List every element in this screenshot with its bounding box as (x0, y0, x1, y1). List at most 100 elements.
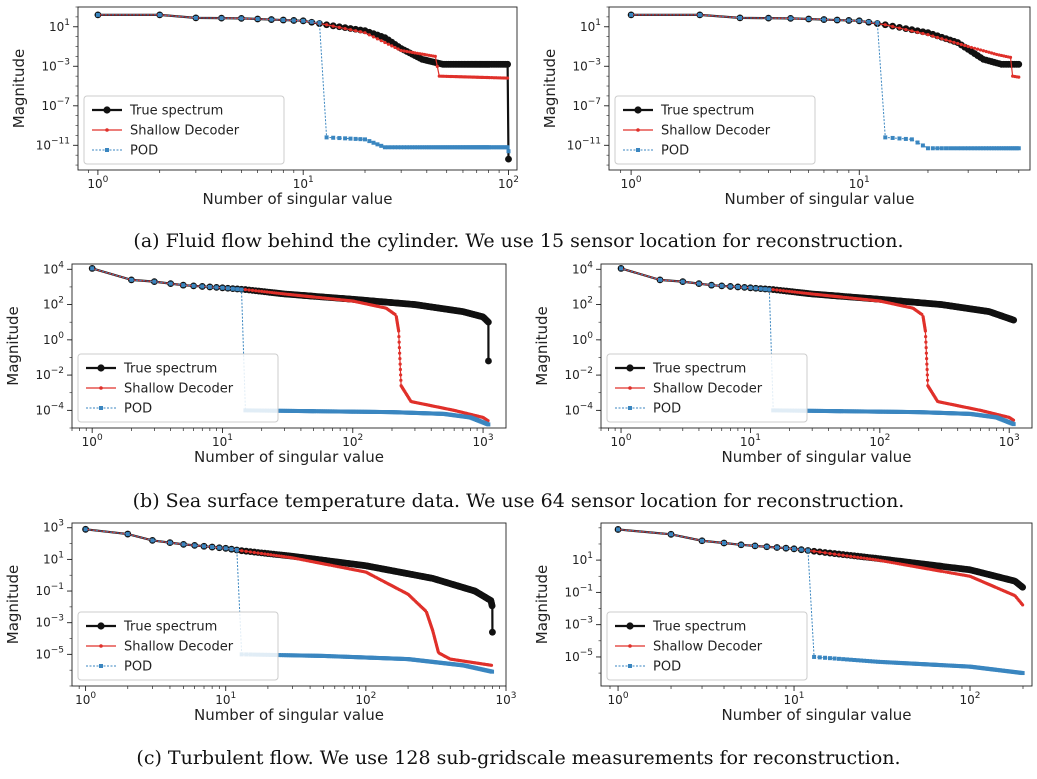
point-pod (410, 145, 415, 150)
point-shallow (398, 367, 402, 372)
point-shallow (920, 312, 924, 316)
y-axis-label: Magnitude (533, 565, 551, 644)
x-tick-label: 103 (999, 433, 1020, 449)
point-pod (301, 18, 306, 23)
point-pod (402, 145, 407, 150)
point-pod (239, 287, 244, 292)
point-pod (150, 538, 155, 543)
point-pod (939, 146, 944, 151)
point-shallow (397, 346, 402, 350)
point-pod (805, 548, 810, 553)
point-pod (314, 409, 319, 414)
y-tick-label: 102 (43, 296, 64, 312)
point-shallow (924, 346, 928, 350)
point-shallow (989, 51, 994, 55)
legend-label-pod: POD (124, 402, 152, 417)
point-pod (393, 145, 398, 150)
point-pod (959, 146, 964, 151)
legend-marker-shallow (636, 128, 640, 132)
point-pod (848, 657, 853, 662)
legend-marker-true (626, 364, 634, 372)
point-pod (697, 12, 702, 17)
point-pod (286, 653, 291, 658)
point-shallow (386, 42, 390, 46)
point-pod (168, 281, 173, 286)
point-pod (989, 146, 994, 151)
point-true (489, 628, 496, 636)
point-shallow (787, 289, 791, 293)
x-tick-label: 100 (87, 175, 108, 191)
point-shallow (247, 288, 251, 292)
point-shallow (987, 50, 991, 54)
point-shallow (379, 39, 383, 43)
point-pod (269, 17, 274, 22)
legend-label-pod: POD (653, 660, 681, 675)
y-axis-label: Magnitude (4, 306, 22, 385)
point-pod (935, 146, 940, 151)
point-pod (946, 663, 951, 668)
plot-area (627, 11, 1023, 151)
point-shallow (399, 48, 403, 53)
plot-frame (71, 522, 507, 687)
point-pod (424, 145, 429, 150)
legend-label-pod: POD (130, 144, 158, 159)
point-pod (487, 145, 492, 150)
point-shallow (367, 33, 371, 37)
y-tick-label: 101 (49, 18, 70, 34)
point-pod (783, 546, 788, 551)
point-pod (892, 660, 897, 665)
x-tick-label: 101 (215, 691, 236, 707)
point-pod (1020, 671, 1025, 676)
point-shallow (256, 551, 260, 555)
legend: True spectrum Shallow Decoder POD (614, 95, 816, 165)
point-shallow (969, 45, 973, 50)
point-pod (748, 285, 753, 290)
x-tick-label: 101 (740, 433, 761, 449)
point-shallow (248, 550, 252, 554)
point-pod (382, 145, 387, 150)
point-shallow (784, 289, 789, 293)
point-pod (758, 286, 763, 291)
y-tick-label: 10−11 (567, 136, 601, 152)
point-pod (978, 146, 983, 151)
legend: True spectrum Shallow Decoder POD (77, 611, 279, 681)
point-shallow (354, 29, 358, 33)
point-pod (412, 145, 417, 150)
point-shallow (337, 25, 341, 30)
point-pod (986, 146, 991, 151)
legend-label-shallow: Shallow Decoder (130, 124, 240, 139)
point-shallow (871, 557, 875, 561)
point-pod (962, 146, 967, 151)
point-pod (220, 285, 225, 290)
point-shallow (418, 52, 422, 56)
plot-area (614, 526, 1027, 676)
point-shallow (856, 555, 860, 559)
point-pod (680, 279, 685, 284)
point-pod (157, 12, 162, 17)
x-tick-label: 103 (473, 433, 494, 449)
point-pod (920, 143, 925, 148)
legend-label-shallow: Shallow Decoder (653, 382, 763, 397)
point-shallow (878, 558, 883, 563)
point-shallow (263, 552, 267, 556)
x-tick-label: 100 (611, 433, 632, 449)
legend-marker-shallow (105, 128, 109, 132)
point-pod (852, 657, 857, 662)
point-shallow (997, 53, 1001, 57)
x-tick-label: 100 (75, 691, 96, 707)
y-tick-label: 104 (572, 260, 593, 276)
point-shallow (924, 351, 928, 355)
point-shallow (371, 35, 376, 39)
point-shallow (254, 289, 258, 293)
point-shallow (790, 290, 794, 294)
point-pod (379, 143, 384, 148)
legend-box (77, 611, 279, 681)
point-pod (873, 659, 878, 664)
point-pod (358, 137, 363, 142)
point-pod (494, 145, 499, 150)
point-shallow (397, 329, 401, 333)
legend-marker-true (103, 106, 111, 114)
point-pod (969, 146, 974, 151)
legend-box (606, 611, 808, 681)
